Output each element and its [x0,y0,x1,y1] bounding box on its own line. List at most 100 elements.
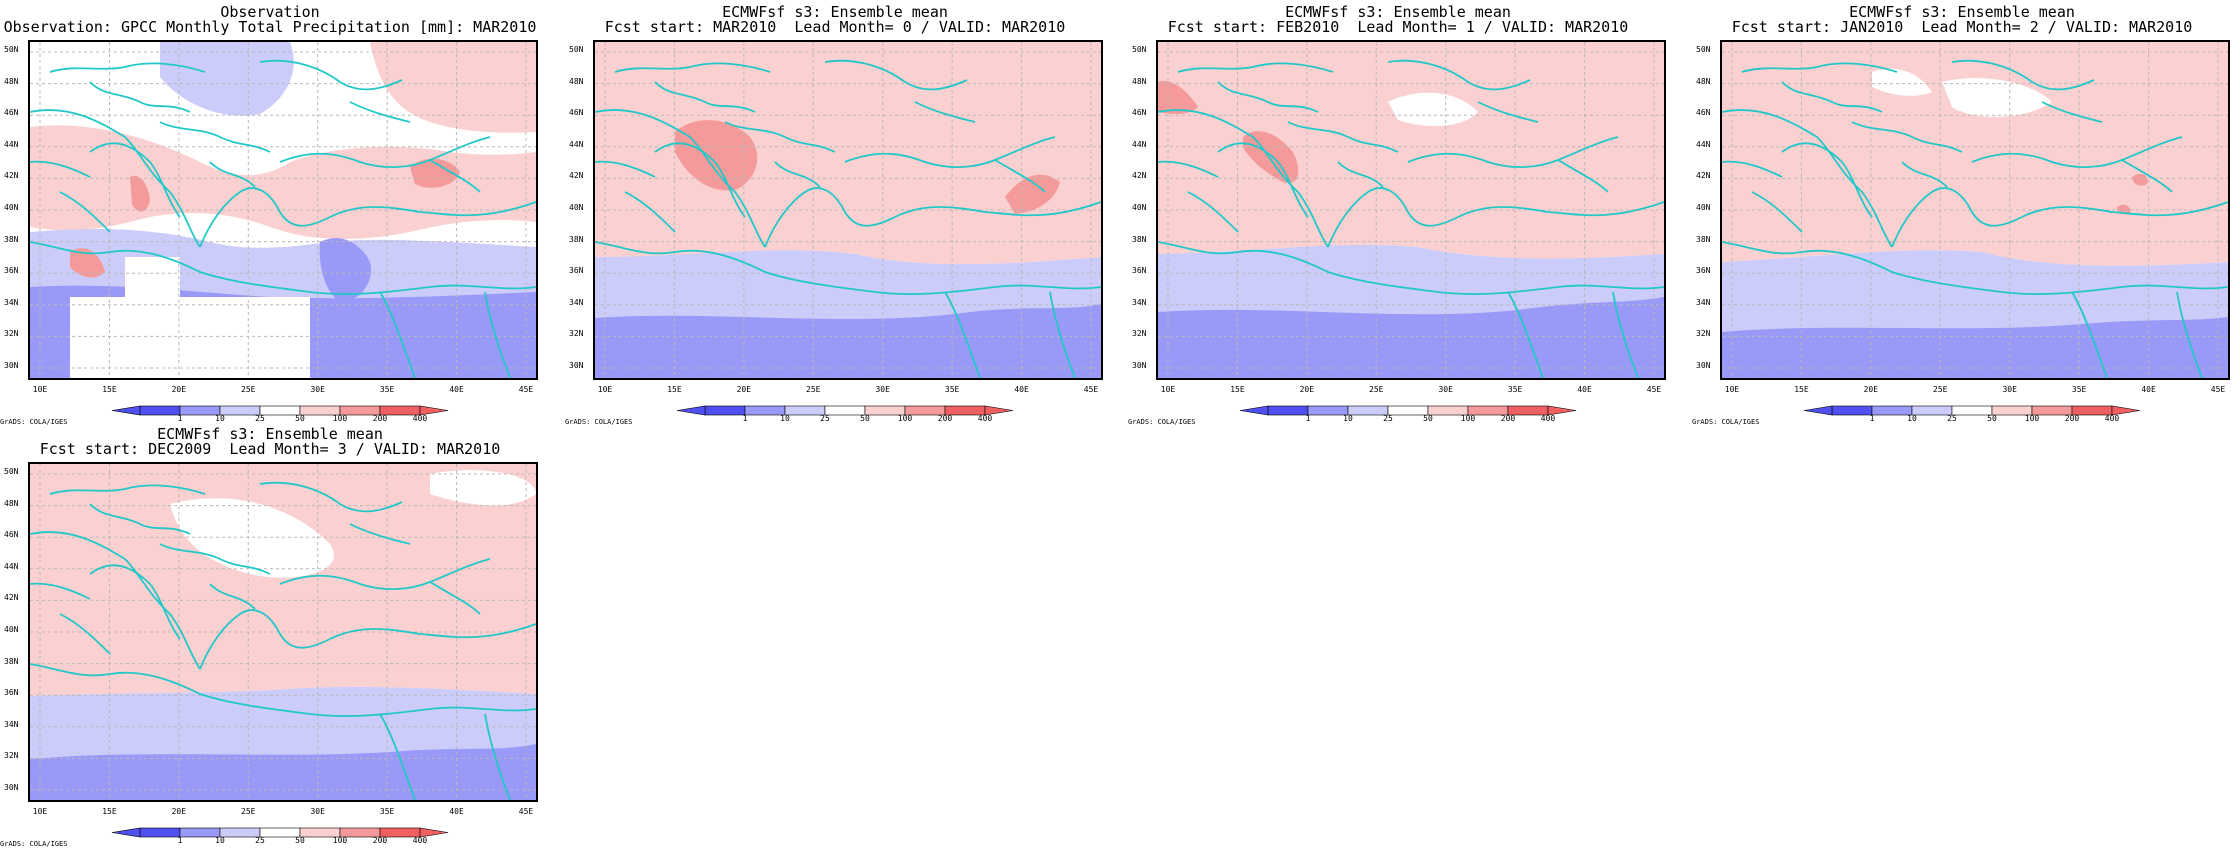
shaded-region [595,42,1101,265]
colorbar-arrow-right [2111,405,2141,416]
precipitation-map [1720,40,2230,380]
coastline [1781,142,1873,218]
x-tick-label: 40E [449,385,464,394]
shaded-region [70,248,105,278]
y-tick-label: 44N [569,139,584,149]
y-tick-label: 46N [569,108,584,118]
shaded-region [1158,42,1664,259]
x-tick-label: 10E [32,807,48,816]
panel-subtitle: Fcst start: DEC2009 Lead Month= 3 / VALI… [39,440,501,458]
y-tick-label: 34N [4,719,19,729]
y-tick-label: 40N [1132,203,1147,212]
coastline [724,121,836,153]
coastline [59,613,111,655]
y-tick-label: 42N [4,593,19,603]
y-tick-label: 48N [4,498,19,508]
y-tick-label: 36N [4,266,19,276]
panel-title: ECMWFsf s3: Ensemble mean [157,425,383,443]
coastline [2041,101,2103,123]
coastline [654,81,756,113]
coastline [159,121,271,153]
colorbar-label: 1 [1869,414,1875,423]
x-tick-label: 20E [171,807,187,816]
y-tick-label: 30N [1696,361,1711,370]
coastline [199,187,331,248]
coastline [49,484,206,495]
shaded-region [130,175,150,212]
colorbar-label: 200 [2064,414,2080,423]
y-tick-label: 32N [1132,329,1147,339]
colorbar-label: 25 [255,414,265,423]
colorbar-arrow-right [984,405,1014,416]
coastline [994,159,1046,193]
shaded-region [125,257,180,297]
shaded-region [319,238,371,302]
panel-subtitle: Fcst start: MAR2010 Lead Month= 0 / VALI… [604,18,1066,36]
colorbar-label: 10 [1907,414,1917,423]
grads-credit: GrADS: COLA/IGES [0,840,68,848]
y-tick-label: 48N [1132,76,1147,86]
panel-subtitle: Fcst start: JAN2010 Lead Month= 2 / VALI… [1731,18,2193,36]
y-tick-label: 50N [4,467,19,476]
y-tick-label: 38N [1696,234,1711,244]
colorbar-label: 1 [1305,414,1311,423]
colorbar-label: 10 [215,414,225,423]
grads-credit: GrADS: COLA/IGES [0,418,68,426]
x-tick-label: 40E [1577,385,1592,394]
colorbar-label: 50 [1987,414,1997,423]
panel-subtitle: Fcst start: FEB2010 Lead Month= 1 / VALI… [1167,18,1629,36]
coastline [89,142,181,218]
coastline [59,191,111,233]
x-tick-label: 20E [1863,385,1879,394]
coastline [1217,81,1319,113]
coastline [1437,284,1664,295]
y-tick-label: 40N [4,625,19,634]
y-tick-label: 46N [1132,108,1147,118]
coastline [30,531,201,670]
coastline [1971,136,2183,168]
y-tick-label: 34N [1132,297,1147,307]
y-tick-label: 40N [569,203,584,212]
colorbar-arrow-left [1803,405,1833,416]
x-tick-label: 35E [1507,385,1523,394]
shaded-region [2132,173,2148,186]
coastline [199,609,331,670]
panel-title: Observation [220,3,320,21]
colorbar-label: 50 [1423,414,1433,423]
shaded-region [1243,131,1299,183]
x-tick-label: 25E [1369,385,1384,394]
coastline [844,136,1056,168]
coastline [2121,159,2173,193]
colorbar-label: 25 [820,414,830,423]
colorbar-arrow-left [111,405,141,416]
y-tick-label: 42N [1132,171,1147,181]
x-tick-label: 30E [2002,385,2017,394]
coastline [1187,191,1239,233]
coastline [279,558,491,590]
coastline [595,109,766,248]
shaded-region [1005,174,1060,214]
x-tick-label: 40E [2141,385,2156,394]
colorbar [676,405,1014,416]
x-tick-label: 20E [171,385,187,394]
colorbar-arrow-right [419,827,449,838]
y-tick-label: 42N [569,171,584,181]
coastline [2071,291,2108,378]
coastline [259,481,403,513]
coastline [49,62,206,73]
coastline [209,161,256,188]
coastline [30,663,311,715]
y-tick-label: 30N [4,361,19,370]
y-tick-label: 46N [4,108,19,118]
y-tick-label: 48N [569,76,584,86]
map-panel: ECMWFsf s3: Ensemble mean Fcst start: DEC… [0,422,540,848]
coastline [159,543,271,575]
shaded-region [70,297,310,378]
colorbar-label: 25 [255,836,265,845]
shaded-region [1158,81,1198,115]
colorbar-arrow-right [1547,405,1577,416]
y-tick-label: 50N [1696,45,1711,54]
y-tick-label: 32N [4,329,19,339]
coastline [1327,187,1459,248]
coastline [1407,136,1619,168]
